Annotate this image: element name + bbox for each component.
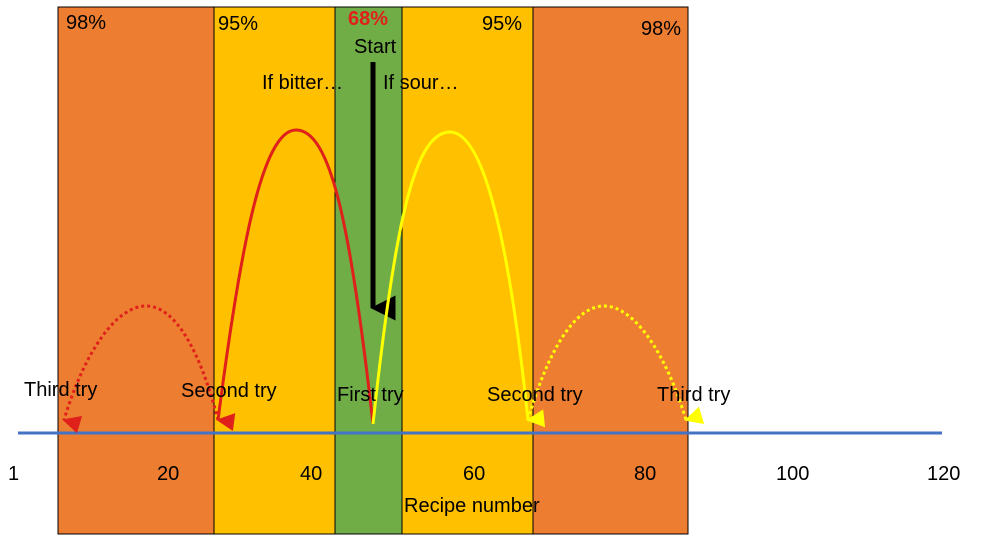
axis-tick-80: 80 — [634, 463, 657, 485]
band-pct-center: 68% — [348, 8, 389, 30]
band-pct-inner-left: 95% — [218, 13, 259, 35]
bitter-arc-second-try — [216, 128, 375, 432]
if-sour-label: If sour… — [383, 72, 459, 94]
band-pct-inner-right: 95% — [482, 13, 523, 35]
second-try-right-label: Second try — [487, 384, 583, 406]
band-pct-outer-left: 98% — [66, 12, 107, 34]
third-try-right-label: Third try — [657, 384, 731, 406]
axis-title: Recipe number — [404, 495, 540, 517]
axis-tick-40: 40 — [300, 463, 323, 485]
bitter-arc-third-try — [62, 304, 220, 434]
band-inner-right — [401, 6, 534, 535]
band-center — [334, 6, 403, 535]
axis-tick-20: 20 — [157, 463, 180, 485]
axis-tick-60: 60 — [463, 463, 486, 485]
axis-tick-120: 120 — [927, 463, 961, 485]
first-try-label: First try — [337, 384, 404, 406]
third-try-left-label: Third try — [24, 379, 98, 401]
band-inner-left — [213, 6, 336, 535]
band-outer-left — [57, 6, 215, 535]
axis-tick-1: 1 — [8, 463, 20, 485]
sour-arc-second-try — [371, 130, 546, 428]
if-bitter-label: If bitter… — [262, 72, 344, 94]
band-outer-right — [532, 6, 689, 535]
sour-arc-third-try — [526, 304, 705, 424]
axis-tick-100: 100 — [776, 463, 810, 485]
second-try-left-label: Second try — [181, 380, 277, 402]
band-pct-outer-right: 98% — [641, 18, 682, 40]
start-label: Start — [354, 36, 397, 58]
